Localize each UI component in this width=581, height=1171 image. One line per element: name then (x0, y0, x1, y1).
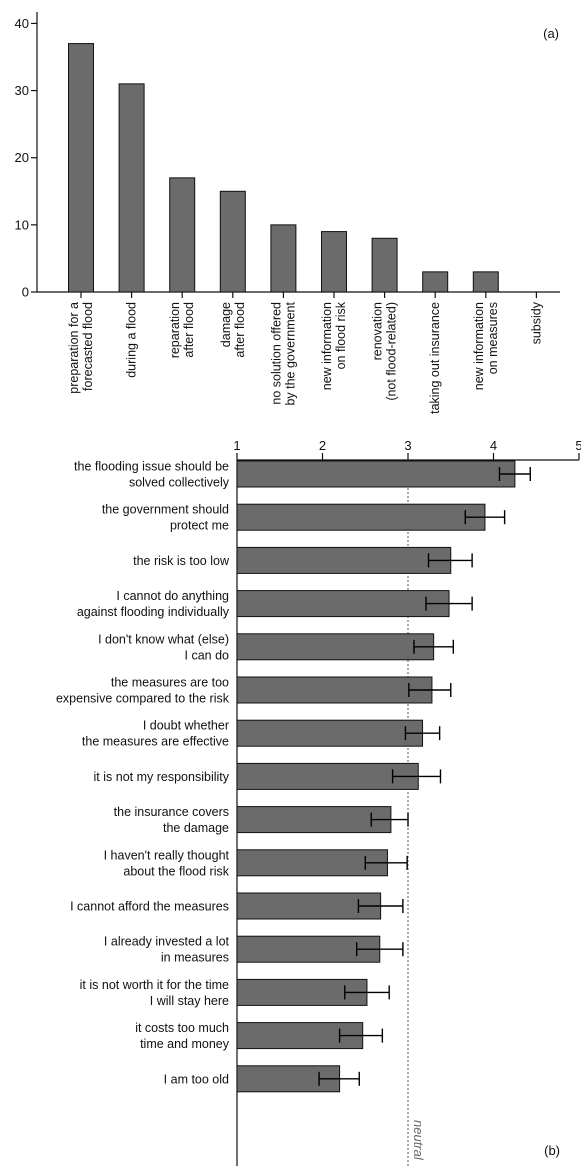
panel-b-category-label: I don't know what (else) (98, 632, 229, 646)
panel-a-category-label: on flood risk (334, 301, 348, 369)
panel-a-category-label: no solution offered (269, 302, 283, 405)
panel-a-bar (169, 177, 196, 293)
panel-b-category-label: time and money (140, 1037, 230, 1051)
panel-a-chart: 0 10 20 30 40 preparation for a forecasted flo… (15, 12, 560, 414)
panel-a-category-label: renovation (371, 302, 385, 360)
panel-a-category-label: forecasted flood (81, 302, 95, 391)
panel-b-category-label: protect me (170, 519, 229, 533)
panel-b-bar (236, 676, 433, 704)
panel-b-x-tick-label: 1 (233, 438, 240, 453)
panel-b-category-label: I cannot afford the measures (70, 900, 229, 914)
panel-a-category-label: new information (320, 302, 334, 390)
panel-b-chart: 1 2 3 4 5 neutral the flooding issue should be… (56, 438, 581, 1166)
panel-b-bar (236, 849, 388, 877)
panel-b-category-label: in measures (161, 951, 229, 965)
panel-b-neutral-label: neutral (411, 1120, 426, 1161)
panel-a-category-label: new information (472, 302, 486, 390)
panel-b-category-label: against flooding individually (77, 605, 230, 619)
panel-b-category-label: the risk is too low (133, 554, 230, 568)
panel-a-bar (472, 271, 499, 293)
panel-a-bar (321, 231, 347, 293)
panel-b-category-label: the damage (163, 821, 229, 835)
panel-b-category-label: I will stay here (150, 994, 229, 1008)
panel-b-category-label: it is not my responsibility (94, 770, 230, 784)
panel-b-category-label: the government should (102, 503, 229, 517)
panel-a-category-label: after flood (233, 302, 247, 358)
panel-b-category-label: it costs too much (135, 1021, 229, 1035)
panel-a-category-label: preparation for a (67, 302, 81, 394)
panel-a-y-tick-label: 20 (15, 150, 29, 165)
panel-a-y-tick-label: 30 (15, 83, 29, 98)
panel-b-x-tick-label: 3 (404, 438, 411, 453)
panel-b-x-tick-label: 4 (490, 438, 497, 453)
panel-a-bar (118, 83, 145, 293)
panel-b-category-label: I am too old (164, 1072, 229, 1086)
panel-a-y-tick-label: 0 (22, 285, 29, 300)
panel-a-bar (371, 237, 398, 293)
panel-b-x-tick-label: 2 (319, 438, 326, 453)
panel-b-category-label: the measures are too (111, 676, 229, 690)
panel-b-bar (236, 460, 516, 488)
panel-b-bar (236, 546, 452, 574)
panel-b-bar (236, 633, 435, 661)
panel-b-bar (236, 719, 424, 747)
panel-a-bar (219, 190, 246, 293)
panel-b-bar (236, 503, 486, 531)
panel-b-category-label: I doubt whether (143, 719, 229, 733)
panel-b-bar (236, 806, 392, 834)
panel-b-bar (236, 892, 382, 920)
panel-b-category-label: the measures are effective (82, 735, 229, 749)
panel-a-label: (a) (543, 26, 559, 41)
panel-a-bar (422, 271, 449, 293)
panel-a-category-label: reparation (168, 302, 182, 358)
panel-a-category-label: during a flood (125, 302, 139, 378)
panel-b-category-label: it is not worth it for the time (80, 978, 229, 992)
panel-b-label: (b) (544, 1143, 560, 1158)
panel-b-category-label: I can do (185, 648, 230, 662)
panel-a-category-label: (not flood-related) (385, 302, 399, 401)
panel-b-category-label: the flooding issue should be (74, 460, 229, 474)
panel-b-bar (236, 590, 450, 618)
panel-b-category-label: solved collectively (129, 476, 230, 490)
panel-a-category-label: subsidy (529, 301, 543, 344)
panel-b-category-label: I cannot do anything (116, 589, 229, 603)
panel-a-bar (68, 43, 94, 293)
panel-b-category-label: the insurance covers (114, 805, 229, 819)
panel-a-category-label: taking out insurance (428, 302, 442, 414)
panel-a-category-label: on measures (486, 302, 500, 374)
panel-b-x-tick-label: 5 (575, 438, 581, 453)
panel-a-y-tick-label: 10 (15, 217, 29, 232)
panel-b-category-label: expensive compared to the risk (56, 692, 230, 706)
panel-a-category-label: after flood (182, 302, 196, 358)
panel-a-category-label: damage (219, 302, 233, 347)
panel-b-category-label: I already invested a lot (104, 935, 230, 949)
panel-b-category-label: about the flood risk (123, 864, 229, 878)
panel-a-bar (270, 224, 297, 293)
panel-b-bar (236, 762, 419, 790)
panel-a-category-label: by the government (283, 301, 297, 405)
panel-b-category-label: I haven't really thought (104, 848, 230, 862)
panel-a-y-tick-label: 40 (15, 16, 29, 31)
